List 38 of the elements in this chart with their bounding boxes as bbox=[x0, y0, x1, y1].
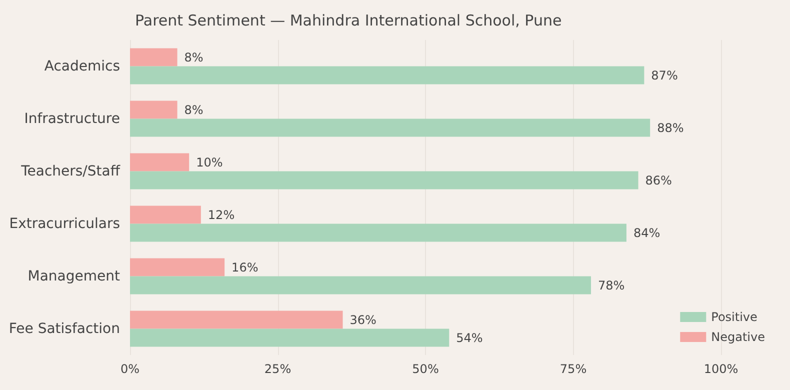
data-label: 16% bbox=[232, 260, 258, 274]
data-label: 8% bbox=[184, 50, 204, 64]
data-label: 84% bbox=[633, 226, 660, 240]
x-tick-label: 75% bbox=[560, 362, 587, 376]
bar bbox=[130, 258, 225, 276]
legend-label: Negative bbox=[711, 330, 766, 344]
x-tick-label: 100% bbox=[704, 362, 738, 376]
bar bbox=[130, 118, 650, 137]
bar bbox=[130, 224, 626, 242]
data-label: 36% bbox=[350, 312, 376, 327]
y-tick-label: Management bbox=[28, 268, 120, 284]
data-label: 88% bbox=[657, 120, 684, 135]
bar bbox=[130, 310, 343, 329]
y-tick-label: Academics bbox=[44, 58, 120, 74]
y-tick-label: Infrastructure bbox=[24, 110, 120, 127]
x-tick-label: 50% bbox=[412, 362, 439, 376]
y-tick-label: Extracurriculars bbox=[9, 216, 120, 232]
y-tick-label: Fee Satisfaction bbox=[8, 320, 120, 337]
data-label: 78% bbox=[598, 278, 625, 292]
data-label: 8% bbox=[184, 102, 204, 117]
data-label: 86% bbox=[645, 173, 672, 188]
legend-label: Positive bbox=[711, 310, 758, 324]
x-tick-label: 25% bbox=[264, 362, 292, 376]
bar bbox=[130, 171, 638, 190]
bar bbox=[130, 100, 178, 119]
bar bbox=[130, 153, 190, 172]
bar bbox=[130, 48, 178, 66]
data-label: 87% bbox=[651, 68, 678, 82]
chart-title: Parent Sentiment — Mahindra International School, Pune bbox=[135, 12, 562, 30]
bar bbox=[130, 206, 201, 224]
data-label: 10% bbox=[196, 155, 223, 170]
x-tick-label: 0% bbox=[120, 362, 140, 376]
data-label: 12% bbox=[208, 208, 235, 222]
bar bbox=[130, 328, 450, 347]
bar bbox=[130, 276, 591, 294]
data-label: 54% bbox=[456, 330, 483, 345]
bar bbox=[130, 66, 644, 84]
y-tick-label: Teachers/Staff bbox=[20, 163, 120, 180]
